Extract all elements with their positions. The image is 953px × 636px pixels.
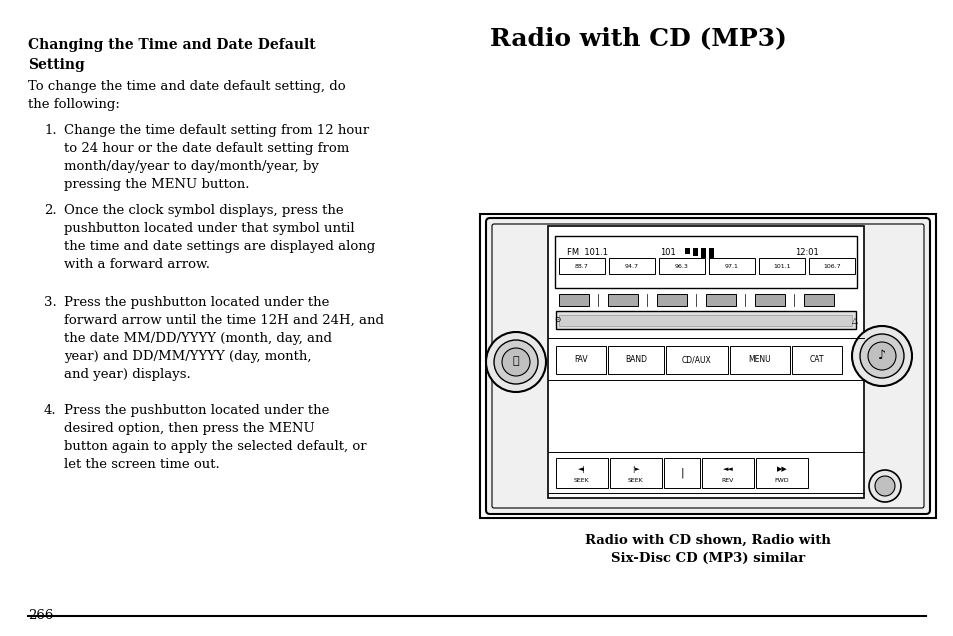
Bar xyxy=(700,248,705,258)
Bar xyxy=(558,294,588,306)
Bar xyxy=(556,458,607,488)
Text: 3.: 3. xyxy=(44,296,56,309)
Text: Changing the Time and Date Default
Setting: Changing the Time and Date Default Setti… xyxy=(28,38,315,71)
Text: CAT: CAT xyxy=(809,356,823,364)
Circle shape xyxy=(501,348,530,376)
Circle shape xyxy=(874,476,894,496)
Text: ⊙: ⊙ xyxy=(554,315,559,324)
Text: 4.: 4. xyxy=(44,404,56,417)
Bar xyxy=(609,458,661,488)
Bar xyxy=(555,236,856,288)
Text: Radio with CD (MP3): Radio with CD (MP3) xyxy=(490,26,786,50)
FancyBboxPatch shape xyxy=(558,314,852,326)
Text: 101: 101 xyxy=(659,248,675,257)
Text: ◄◄: ◄◄ xyxy=(721,466,733,473)
Text: ♪: ♪ xyxy=(877,349,885,361)
Text: FAV: FAV xyxy=(574,356,587,364)
Text: Radio with CD shown, Radio with: Radio with CD shown, Radio with xyxy=(584,534,830,547)
Bar xyxy=(705,294,735,306)
FancyBboxPatch shape xyxy=(556,311,855,329)
Bar xyxy=(708,248,713,260)
Bar xyxy=(754,294,784,306)
Bar xyxy=(608,258,655,274)
Text: 96.3: 96.3 xyxy=(675,263,688,268)
Bar xyxy=(556,346,605,374)
Bar xyxy=(663,458,700,488)
Text: 101.1: 101.1 xyxy=(773,263,790,268)
Bar xyxy=(607,346,663,374)
Bar xyxy=(547,226,863,498)
Bar xyxy=(701,458,753,488)
Bar xyxy=(659,258,704,274)
Text: |: | xyxy=(679,467,683,478)
Text: Change the time default setting from 12 hour
to 24 hour or the date default sett: Change the time default setting from 12 … xyxy=(64,124,369,191)
Circle shape xyxy=(851,326,911,386)
Text: Press the pushbutton located under the
desired option, then press the MENU
butto: Press the pushbutton located under the d… xyxy=(64,404,366,471)
Bar xyxy=(729,346,789,374)
Text: Press the pushbutton located under the
forward arrow until the time 12H and 24H,: Press the pushbutton located under the f… xyxy=(64,296,384,381)
Bar xyxy=(803,294,833,306)
Bar xyxy=(684,248,689,254)
Bar xyxy=(479,214,935,518)
Text: SEEK: SEEK xyxy=(627,478,643,483)
Bar xyxy=(791,346,841,374)
Text: ⏻: ⏻ xyxy=(512,356,518,366)
Text: 97.1: 97.1 xyxy=(724,263,739,268)
Text: ▶▶: ▶▶ xyxy=(776,466,786,473)
Circle shape xyxy=(867,342,895,370)
Text: |►: |► xyxy=(632,466,639,473)
Text: 94.7: 94.7 xyxy=(624,263,639,268)
Bar xyxy=(808,258,854,274)
Text: 1.: 1. xyxy=(44,124,56,137)
Text: REV: REV xyxy=(721,478,734,483)
Text: BAND: BAND xyxy=(624,356,646,364)
Text: Six-Disc CD (MP3) similar: Six-Disc CD (MP3) similar xyxy=(610,552,804,565)
Bar xyxy=(708,258,754,274)
Text: 106.7: 106.7 xyxy=(822,263,840,268)
Text: SEEK: SEEK xyxy=(574,478,589,483)
Bar xyxy=(657,294,686,306)
Bar xyxy=(759,258,804,274)
FancyBboxPatch shape xyxy=(485,218,929,514)
Text: 88.7: 88.7 xyxy=(575,263,588,268)
Circle shape xyxy=(868,470,900,502)
Text: FWD: FWD xyxy=(774,478,788,483)
Circle shape xyxy=(859,334,903,378)
Bar xyxy=(607,294,638,306)
Circle shape xyxy=(494,340,537,384)
Text: MENU: MENU xyxy=(748,356,771,364)
Text: 2.: 2. xyxy=(44,204,56,217)
Bar xyxy=(755,458,807,488)
Text: CD/AUX: CD/AUX xyxy=(681,356,711,364)
Bar xyxy=(558,258,604,274)
Bar xyxy=(665,346,727,374)
Bar xyxy=(692,248,698,256)
Text: To change the time and date default setting, do
the following:: To change the time and date default sett… xyxy=(28,80,345,111)
Text: FM  101.1: FM 101.1 xyxy=(566,248,607,257)
Text: Once the clock symbol displays, press the
pushbutton located under that symbol u: Once the clock symbol displays, press th… xyxy=(64,204,375,271)
Text: △: △ xyxy=(851,315,857,324)
Text: ◄|: ◄| xyxy=(578,466,585,473)
Circle shape xyxy=(485,332,545,392)
Text: 266: 266 xyxy=(28,609,53,622)
Text: 12:01: 12:01 xyxy=(794,248,818,257)
